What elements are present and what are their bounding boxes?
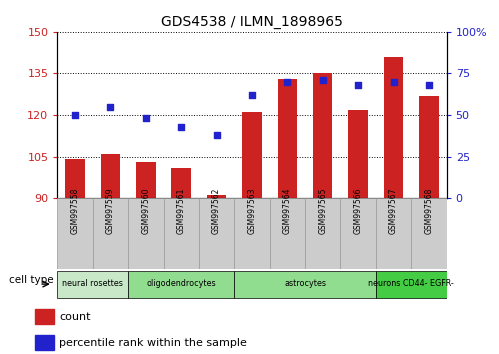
FancyBboxPatch shape (340, 198, 376, 269)
Text: GSM997567: GSM997567 (389, 187, 398, 234)
Point (142, 115, 150, 121)
Text: GSM997568: GSM997568 (425, 187, 434, 234)
FancyBboxPatch shape (57, 198, 93, 269)
Point (390, 79, 398, 85)
FancyBboxPatch shape (199, 198, 235, 269)
Point (248, 92, 256, 98)
Text: cell type: cell type (8, 275, 53, 285)
FancyBboxPatch shape (93, 198, 128, 269)
Text: GSM997562: GSM997562 (212, 187, 221, 234)
Bar (348, 109, 368, 198)
Text: GSM997563: GSM997563 (248, 187, 256, 234)
FancyBboxPatch shape (376, 198, 411, 269)
FancyBboxPatch shape (411, 198, 447, 269)
Point (213, 132, 221, 138)
Text: neurons CD44- EGFR-: neurons CD44- EGFR- (368, 279, 454, 288)
FancyBboxPatch shape (128, 270, 235, 298)
Text: neural rosettes: neural rosettes (62, 279, 123, 288)
Bar (35, 309, 54, 324)
Bar (136, 162, 156, 198)
Text: GSM997558: GSM997558 (70, 187, 79, 234)
Point (283, 79, 291, 85)
Text: count: count (59, 312, 91, 322)
FancyBboxPatch shape (235, 270, 376, 298)
FancyBboxPatch shape (57, 270, 128, 298)
Title: GDS4538 / ILMN_1898965: GDS4538 / ILMN_1898965 (161, 16, 343, 29)
FancyBboxPatch shape (269, 198, 305, 269)
Point (425, 82, 433, 88)
Bar (277, 79, 297, 198)
Point (177, 124, 185, 130)
Text: GSM997561: GSM997561 (177, 187, 186, 234)
FancyBboxPatch shape (376, 270, 447, 298)
Text: astrocytes: astrocytes (284, 279, 326, 288)
Text: oligodendrocytes: oligodendrocytes (146, 279, 216, 288)
Bar (65, 159, 85, 198)
Bar (207, 195, 227, 198)
Text: GSM997560: GSM997560 (141, 187, 150, 234)
Bar (384, 57, 403, 198)
Text: GSM997566: GSM997566 (354, 187, 363, 234)
Bar (313, 74, 332, 198)
Bar (101, 154, 120, 198)
FancyBboxPatch shape (305, 198, 340, 269)
Bar (172, 168, 191, 198)
FancyBboxPatch shape (128, 198, 164, 269)
Text: GSM997559: GSM997559 (106, 187, 115, 234)
Bar (419, 96, 439, 198)
Point (354, 82, 362, 88)
FancyBboxPatch shape (164, 198, 199, 269)
Point (319, 77, 327, 83)
Point (106, 104, 114, 110)
FancyBboxPatch shape (235, 198, 269, 269)
Text: GSM997564: GSM997564 (283, 187, 292, 234)
Bar (35, 335, 54, 350)
Point (71, 112, 79, 118)
Bar (243, 112, 261, 198)
Text: percentile rank within the sample: percentile rank within the sample (59, 338, 248, 348)
Text: GSM997565: GSM997565 (318, 187, 327, 234)
